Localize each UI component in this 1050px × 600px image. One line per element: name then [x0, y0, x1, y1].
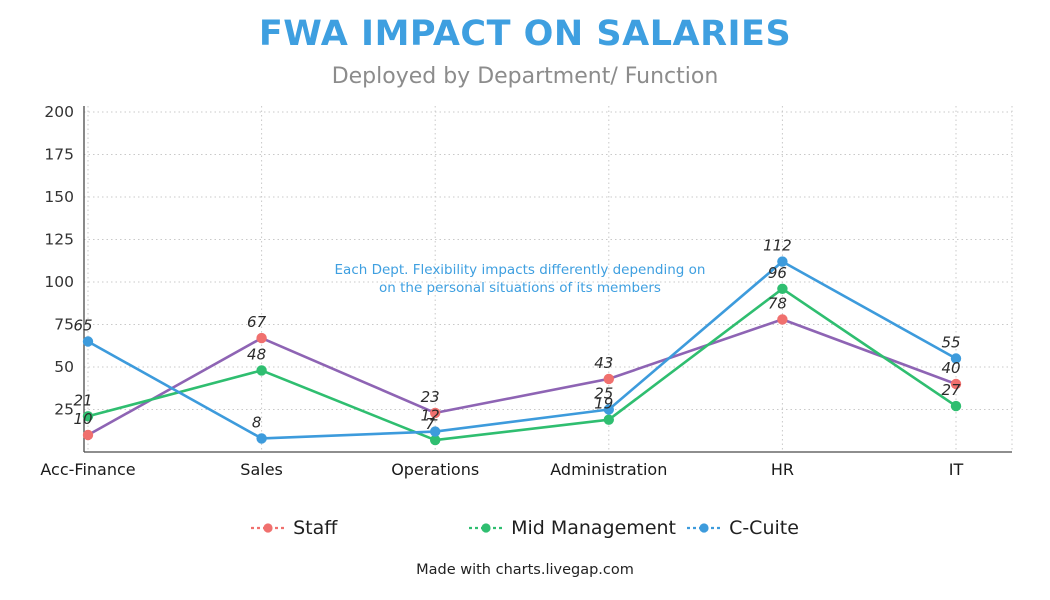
annotation-line-2: on the personal situations of its member…: [379, 279, 661, 296]
data-point-c-cuite: [950, 353, 962, 364]
data-point-c-cuite: [430, 426, 441, 437]
point-label-mid-management: 27: [941, 381, 961, 399]
legend-item-mid-management: Mid Management: [469, 517, 687, 539]
point-label-c-cuite: 12: [421, 407, 440, 425]
point-label-c-cuite: 55: [941, 334, 960, 352]
point-label-staff: 78: [768, 294, 787, 312]
point-label-staff: 43: [594, 354, 613, 372]
legend-marker-mid-management: [469, 523, 504, 533]
x-category-label: Administration: [550, 460, 667, 479]
x-category-label: HR: [771, 460, 794, 479]
x-category-label: IT: [949, 460, 964, 479]
legend-marker-c-cuite: [687, 523, 722, 533]
data-point-mid-management: [430, 434, 441, 446]
chart-title: FWA IMPACT ON SALARIES: [258, 14, 792, 54]
x-category-label: Operations: [391, 460, 479, 479]
y-tick-label: 50: [54, 358, 74, 376]
data-point-mid-management: [256, 365, 267, 376]
legend-dot-c-cuite: [699, 523, 709, 533]
data-point-mid-management: [82, 411, 94, 422]
point-label-staff: 40: [941, 359, 960, 377]
legend-dot-mid-management: [481, 523, 491, 533]
legend-item-staff: Staff: [251, 517, 469, 539]
data-point-mid-management: [950, 400, 962, 412]
data-point-staff: [430, 407, 441, 419]
series-line-mid-management: [86, 287, 958, 442]
y-tick-label: 100: [44, 273, 74, 291]
legend-item-c-cuite: C-Cuite: [687, 517, 799, 539]
legend-dot-staff: [263, 523, 273, 533]
chart-legend: Staff Mid Management C-Cuite: [0, 517, 1050, 539]
point-label-staff: 67: [247, 313, 267, 331]
x-category-label: Sales: [240, 460, 283, 479]
point-label-staff: 10: [73, 410, 92, 428]
footer-credit: Made with charts.livegap.com: [416, 562, 634, 578]
data-point-staff: [82, 429, 94, 441]
data-point-c-cuite: [82, 336, 94, 347]
data-point-staff: [777, 314, 788, 325]
chart-subtitle: Deployed by Department/ Function: [331, 64, 719, 89]
legend-marker-staff: [251, 523, 286, 533]
data-point-c-cuite: [256, 433, 267, 444]
point-label-mid-management: 19: [594, 395, 613, 413]
x-category-label: Acc-Finance: [40, 460, 135, 479]
point-label-c-cuite: 65: [73, 317, 92, 335]
data-point-mid-management: [777, 283, 788, 294]
data-point-staff: [950, 378, 962, 390]
point-label-c-cuite: 112: [763, 237, 792, 255]
point-label-c-cuite: 8: [252, 413, 262, 431]
data-point-staff: [256, 332, 267, 344]
annotation-line-1: Each Dept. Flexibility impacts different…: [334, 262, 706, 278]
chart-area: 25 50 75 100 125 150 175 200 Acc-Finance Sales Ope…: [0, 100, 1050, 492]
legend-label-staff: Staff: [293, 517, 338, 539]
y-tick-label: 200: [44, 103, 74, 121]
data-point-c-cuite: [603, 404, 614, 415]
point-label-mid-management: 96: [768, 264, 787, 282]
legend-label-c-cuite: C-Cuite: [729, 517, 799, 539]
y-tick-label: 175: [44, 146, 74, 164]
point-label-c-cuite: 25: [594, 385, 613, 403]
line-chart: 25 50 75 100 125 150 175 200 Acc-Finance Sales Ope…: [40, 103, 1013, 479]
y-tick-label: 150: [44, 188, 74, 206]
point-label-mid-management: 21: [73, 391, 92, 409]
point-label-staff: 23: [421, 388, 440, 406]
chart-annotation: Each Dept. Flexibility impacts different…: [270, 262, 770, 297]
y-tick-label: 75: [54, 316, 74, 334]
series-line-c-cuite: [86, 260, 958, 440]
data-point-c-cuite: [777, 256, 788, 267]
legend-label-mid-management: Mid Management: [511, 517, 676, 539]
point-label-mid-management: 48: [247, 345, 266, 363]
data-point-mid-management: [603, 414, 614, 425]
series-line-staff: [86, 318, 958, 437]
y-tick-label: 25: [54, 401, 74, 419]
data-point-staff: [603, 373, 614, 385]
point-label-mid-management: 7: [425, 415, 435, 433]
y-tick-label: 125: [44, 231, 74, 249]
